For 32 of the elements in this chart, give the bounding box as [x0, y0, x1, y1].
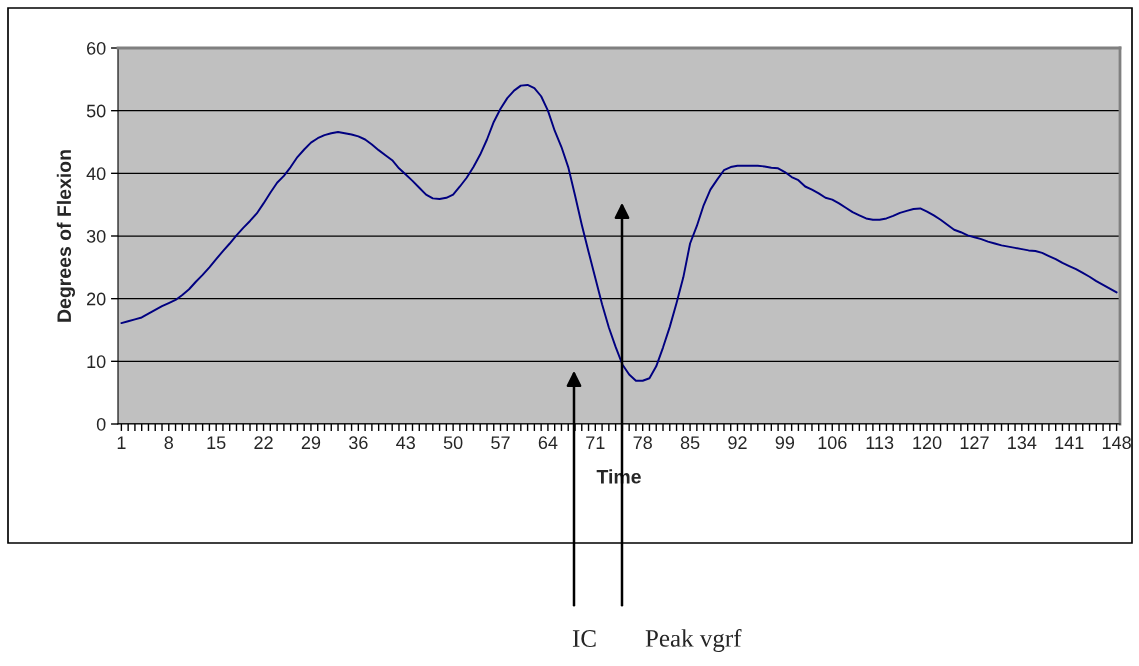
x-tick-label: 64 [538, 436, 558, 450]
x-tick-label: 106 [818, 436, 847, 450]
x-tick-label: 127 [960, 436, 989, 449]
text: Peak vgrf [645, 629, 742, 652]
x-tick-label: 22 [254, 436, 273, 449]
x-tick-label: 148 [1102, 436, 1131, 450]
x-tick-label: 15 [207, 436, 226, 450]
x-tick-label: 50 [443, 436, 463, 450]
x-tick-label: 78 [633, 436, 652, 450]
y-tick-label: 20 [87, 292, 106, 306]
x-tick-label: 36 [348, 436, 368, 450]
x-tick-label: 134 [1008, 436, 1037, 450]
x-tick-label: 99 [775, 436, 795, 450]
y-axis-title: Degrees of Flexion [56, 150, 75, 322]
y-tick-label: 50 [86, 104, 106, 118]
x-tick-label: 113 [866, 436, 894, 450]
x-tick-label: 141 [1055, 436, 1084, 449]
x-tick-label: 8 [164, 436, 174, 450]
x-tick-label: 85 [680, 436, 700, 450]
x-tick-label: 43 [396, 436, 415, 450]
x-tick-label: 120 [913, 436, 942, 450]
x-tick-label: 92 [728, 436, 747, 450]
x-tick-label: 57 [491, 436, 510, 450]
y-tick-label: 40 [86, 167, 106, 181]
y-tick-label: 0 [96, 417, 106, 431]
x-tick-label: 1 [117, 436, 126, 449]
y-tick-label: 30 [86, 229, 106, 243]
y-tick-label: 10 [87, 355, 106, 369]
y-tick-label: 60 [87, 41, 106, 55]
x-tick-label: 29 [301, 436, 321, 450]
text: IC [572, 630, 596, 647]
x-tick-label: 71 [586, 436, 605, 449]
